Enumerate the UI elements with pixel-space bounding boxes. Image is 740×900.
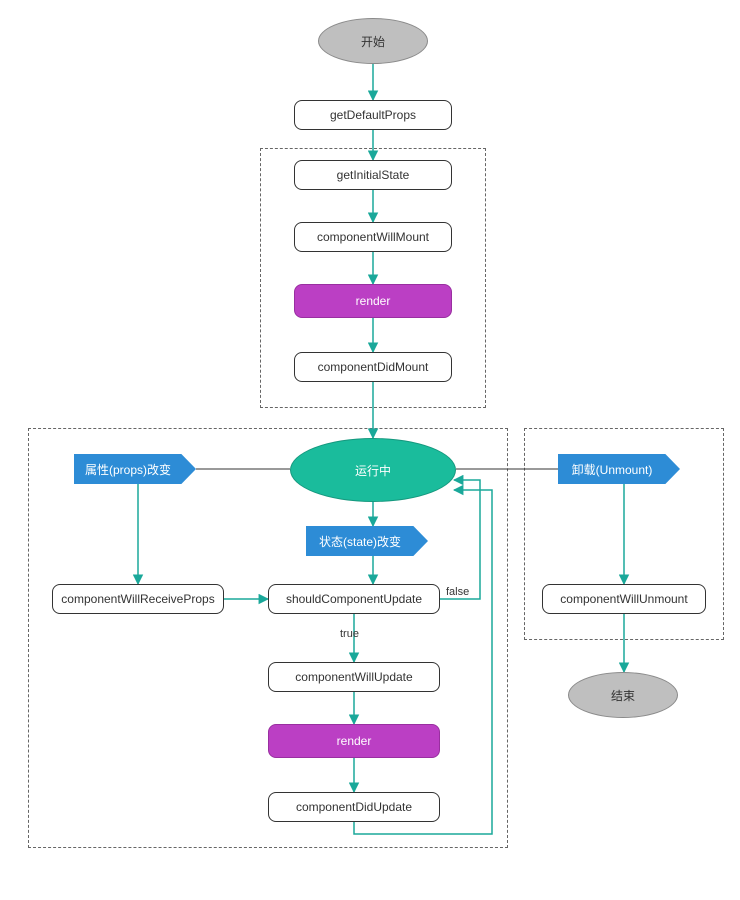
- getdefaultprops-node: getDefaultProps: [294, 100, 452, 130]
- componentwillupdate-node: componentWillUpdate: [268, 662, 440, 692]
- start-label: 开始: [361, 33, 385, 50]
- flowchart-canvas: 开始 getDefaultProps getInitialState compo…: [0, 0, 740, 900]
- running-node: 运行中: [290, 438, 456, 502]
- getinitialstate-label: getInitialState: [337, 168, 410, 182]
- componentdidupdate-node: componentDidUpdate: [268, 792, 440, 822]
- start-node: 开始: [318, 18, 428, 64]
- componentwillmount-label: componentWillMount: [317, 230, 429, 244]
- getdefaultprops-label: getDefaultProps: [330, 108, 416, 122]
- componentwillunmount-label: componentWillUnmount: [560, 592, 687, 606]
- end-node: 结束: [568, 672, 678, 718]
- componentdidupdate-label: componentDidUpdate: [296, 800, 412, 814]
- state-change-label: 状态(state)改变: [319, 533, 401, 550]
- end-label: 结束: [611, 687, 635, 704]
- componentdidmount-node: componentDidMount: [294, 352, 452, 382]
- props-change-tag: 属性(props)改变: [74, 454, 196, 484]
- edge-label-false: false: [446, 586, 469, 598]
- componentwillunmount-node: componentWillUnmount: [542, 584, 706, 614]
- edge-label-true: true: [340, 628, 359, 640]
- render1-node: render: [294, 284, 452, 318]
- state-change-tag: 状态(state)改变: [306, 526, 428, 556]
- componentdidmount-label: componentDidMount: [318, 360, 429, 374]
- render2-label: render: [337, 734, 372, 748]
- getinitialstate-node: getInitialState: [294, 160, 452, 190]
- render1-label: render: [356, 294, 391, 308]
- componentwillreceiveprops-label: componentWillReceiveProps: [61, 592, 214, 606]
- unmount-tag: 卸载(Unmount): [558, 454, 680, 484]
- componentwillreceiveprops-node: componentWillReceiveProps: [52, 584, 224, 614]
- render2-node: render: [268, 724, 440, 758]
- running-phase-group: [28, 428, 508, 848]
- componentwillupdate-label: componentWillUpdate: [295, 670, 412, 684]
- shouldcomponentupdate-label: shouldComponentUpdate: [286, 592, 422, 606]
- componentwillmount-node: componentWillMount: [294, 222, 452, 252]
- props-change-label: 属性(props)改变: [85, 461, 171, 478]
- running-label: 运行中: [355, 462, 391, 479]
- unmount-tag-label: 卸载(Unmount): [572, 461, 653, 478]
- shouldcomponentupdate-node: shouldComponentUpdate: [268, 584, 440, 614]
